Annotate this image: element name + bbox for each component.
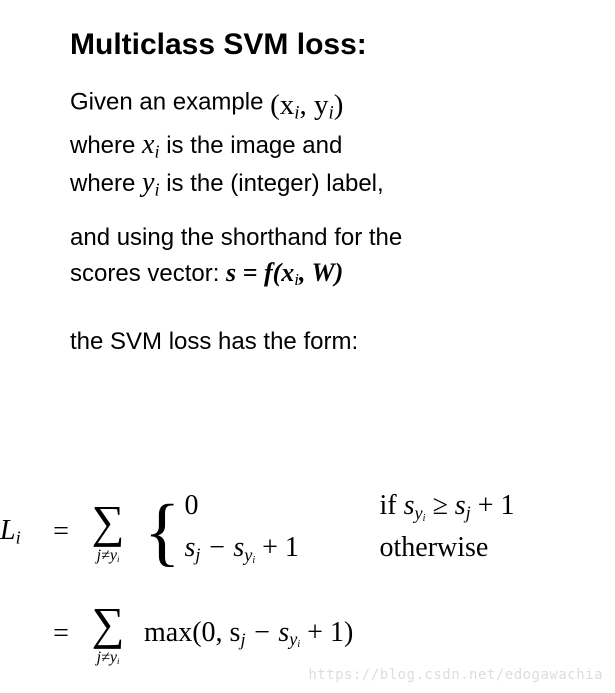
text-shorthand-b: scores vector: — [70, 260, 226, 287]
text-given-example: Given an example — [70, 89, 270, 116]
math-case-2: sj − syi + 1 otherwise — [184, 532, 514, 574]
math-max-expr: max(0, sj − syi + 1) — [144, 617, 353, 651]
math-case-1: 0 if syi ≥ sj + 1 — [184, 490, 514, 532]
paragraph-2: and using the shorthand for the scores v… — [70, 222, 615, 291]
text-where-yi-b: is the (integer) label, — [166, 170, 383, 197]
math-cases: 0 if syi ≥ sj + 1 sj − syi + 1 otherwise — [184, 490, 514, 574]
page-title: Multiclass SVM loss: — [70, 28, 615, 62]
text-where-xi-a: where — [70, 132, 142, 159]
paragraph-1: Given an example (xi, yi) where xi is th… — [70, 86, 615, 202]
text-shorthand-a: and using the shorthand for the — [70, 224, 402, 251]
formula-svm-loss: Li = ∑ j≠yi { 0 if syi ≥ sj + 1 sj − syi… — [0, 482, 615, 681]
formula-line-1: Li = ∑ j≠yi { 0 if syi ≥ sj + 1 sj − syi… — [0, 482, 615, 582]
math-equals-2: = — [42, 618, 80, 650]
math-Li: Li — [0, 515, 42, 549]
paragraph-3: the SVM loss has the form: — [70, 326, 615, 358]
math-xy-pair: (xi, yi) — [270, 86, 343, 126]
math-equals-1: = — [42, 516, 80, 548]
math-sigma-2: ∑ j≠yi — [80, 601, 136, 667]
math-yi: yi — [142, 167, 160, 198]
math-scores-vector: s = f(xi, W) — [226, 258, 343, 287]
text-svm-loss-form: the SVM loss has the form: — [70, 328, 358, 355]
math-sigma-1: ∑ j≠yi — [80, 499, 136, 565]
text-where-yi-a: where — [70, 170, 142, 197]
math-xi: xi — [142, 129, 160, 160]
watermark: https://blog.csdn.net/edogawachia — [308, 667, 603, 683]
math-brace: { — [144, 498, 180, 566]
text-where-xi-b: is the image and — [166, 132, 342, 159]
